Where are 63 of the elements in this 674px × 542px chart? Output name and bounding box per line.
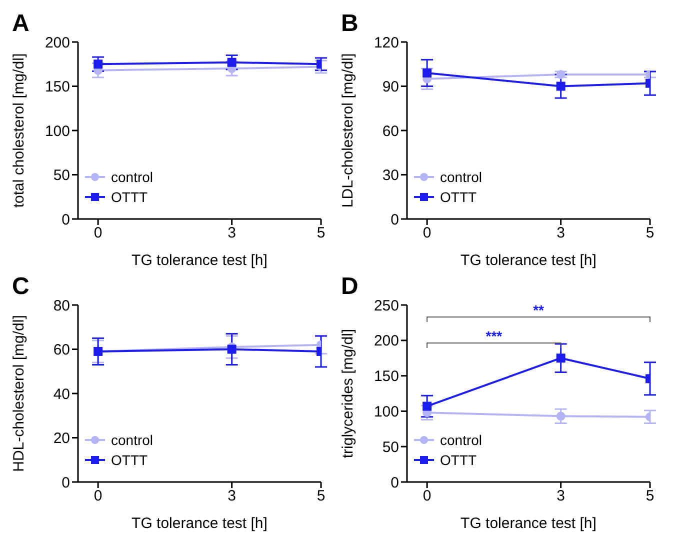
x-axis-title: TG tolerance test [h] bbox=[460, 515, 596, 532]
y-tick-label: 200 bbox=[44, 34, 70, 52]
chart-title: A bbox=[12, 10, 30, 38]
y-axis-title: total cholesterol [mg/dl] bbox=[10, 53, 28, 208]
annotation: ** bbox=[533, 302, 545, 318]
chart-title: D bbox=[341, 273, 358, 301]
point bbox=[227, 58, 236, 67]
x-tick-label: 5 bbox=[316, 224, 326, 242]
x-axis-title: TG tolerance test [h] bbox=[460, 252, 596, 269]
point bbox=[556, 354, 566, 363]
y-tick-label: 20 bbox=[53, 430, 70, 448]
point bbox=[94, 60, 103, 69]
legend-label: OTTT bbox=[111, 188, 148, 207]
x-axis-title: TG tolerance test [h] bbox=[132, 252, 268, 269]
x-tick-label: 3 bbox=[556, 488, 565, 505]
x-tick-label: 0 bbox=[422, 488, 432, 505]
y-tick-label: 30 bbox=[382, 167, 399, 184]
legend-label: OTTT bbox=[440, 188, 477, 207]
y-tick-label: 40 bbox=[53, 386, 70, 403]
y-tick-label: 150 bbox=[374, 368, 399, 386]
y-axis-title: LDL-cholesterol [mg/dl] bbox=[339, 53, 356, 208]
y-tick-label: 250 bbox=[374, 297, 399, 314]
x-tick-label: 3 bbox=[228, 224, 236, 242]
y-tick-label: 150 bbox=[44, 78, 70, 96]
y-tick-label: 50 bbox=[53, 167, 70, 184]
y-tick-label: 60 bbox=[53, 342, 70, 359]
y-axis-title: triglycerides [mg/dl] bbox=[339, 328, 356, 458]
point bbox=[422, 402, 432, 411]
x-tick-label: 5 bbox=[316, 488, 326, 505]
legend-label: OTTT bbox=[111, 451, 148, 470]
x-tick-label: 5 bbox=[646, 224, 654, 242]
annotation: *** bbox=[486, 328, 503, 344]
x-tick-label: 3 bbox=[556, 224, 565, 242]
chart-title: B bbox=[341, 10, 358, 38]
x-tick-label: 0 bbox=[422, 224, 432, 242]
point bbox=[556, 412, 566, 421]
chart-title: C bbox=[12, 273, 30, 301]
y-tick-label: 50 bbox=[382, 438, 399, 456]
y-tick-label: 0 bbox=[62, 211, 70, 228]
y-tick-label: 0 bbox=[390, 211, 399, 228]
x-tick-label: 0 bbox=[94, 224, 102, 242]
y-tick-label: 90 bbox=[382, 78, 399, 96]
x-tick-label: 5 bbox=[646, 488, 654, 505]
y-tick-label: 80 bbox=[53, 297, 70, 314]
y-tick-label: 200 bbox=[374, 332, 399, 350]
x-tick-label: 0 bbox=[94, 488, 102, 505]
legend-label: control bbox=[111, 431, 154, 450]
point bbox=[422, 68, 432, 78]
y-tick-label: 100 bbox=[374, 404, 399, 421]
point bbox=[556, 70, 566, 79]
x-axis-title: TG tolerance test [h] bbox=[132, 515, 268, 532]
point bbox=[556, 82, 566, 91]
legend-label: control bbox=[440, 431, 482, 450]
legend-label: control bbox=[440, 168, 482, 187]
y-tick-label: 0 bbox=[62, 474, 70, 492]
y-tick-label: 120 bbox=[374, 34, 399, 52]
y-axis-title: HDL-cholesterol [mg/dl] bbox=[10, 315, 28, 472]
y-tick-label: 0 bbox=[390, 474, 399, 492]
x-tick-label: 3 bbox=[228, 488, 236, 505]
y-tick-label: 60 bbox=[382, 122, 399, 140]
y-tick-label: 100 bbox=[44, 122, 70, 140]
legend-label: OTTT bbox=[440, 451, 477, 470]
legend-label: control bbox=[111, 168, 154, 187]
